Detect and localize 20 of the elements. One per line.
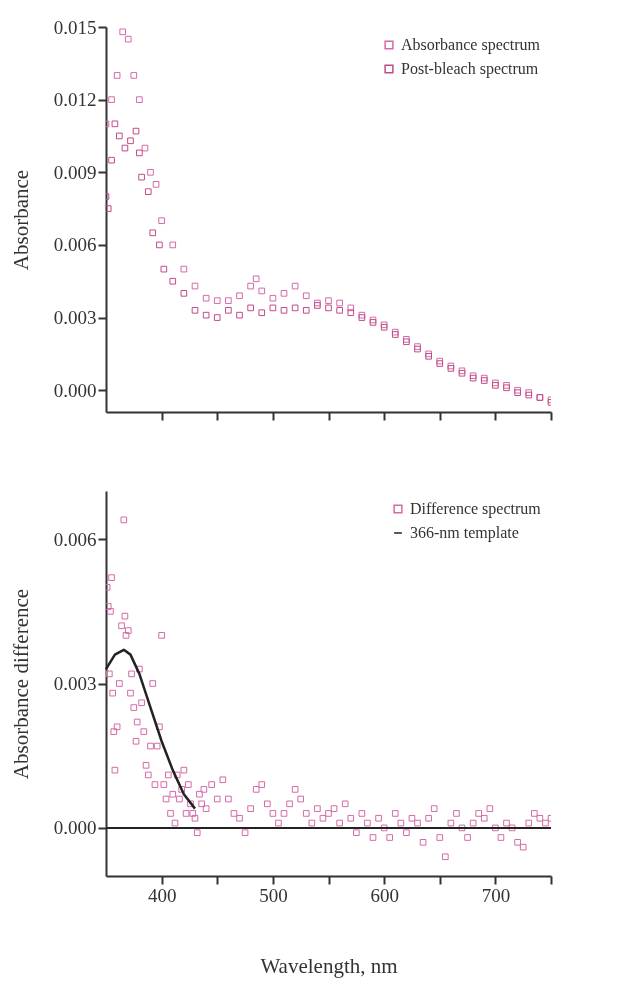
x-tick-label: 700 <box>481 884 511 906</box>
y-tick-label: 0.012 <box>53 89 97 111</box>
x-tick-label: 400 <box>147 884 177 906</box>
x-tick-label: 600 <box>370 884 399 906</box>
y-tick-label: 0.015 <box>53 16 97 38</box>
y-tick-label: 0.006 <box>53 234 97 256</box>
y-tick-label: 0.009 <box>53 161 97 183</box>
y-tick-label: 0.000 <box>53 817 97 839</box>
legend-label: Post-bleach spectrum <box>401 60 539 78</box>
y-tick-label: 0.000 <box>53 379 97 401</box>
legend-label: Difference spectrum <box>410 500 542 518</box>
x-tick-label: 500 <box>259 884 288 906</box>
y-tick-label: 0.003 <box>53 307 97 329</box>
legend-label: Absorbance spectrum <box>401 36 541 54</box>
y-axis-title: Absorbance difference <box>8 588 33 780</box>
y-tick-label: 0.003 <box>53 673 97 694</box>
x-axis-title: Wavelength, nm <box>260 953 398 978</box>
y-tick-label: 0.006 <box>53 528 97 550</box>
y-axis-title: Absorbance <box>8 169 33 271</box>
legend-label: 366-nm template <box>410 524 519 542</box>
